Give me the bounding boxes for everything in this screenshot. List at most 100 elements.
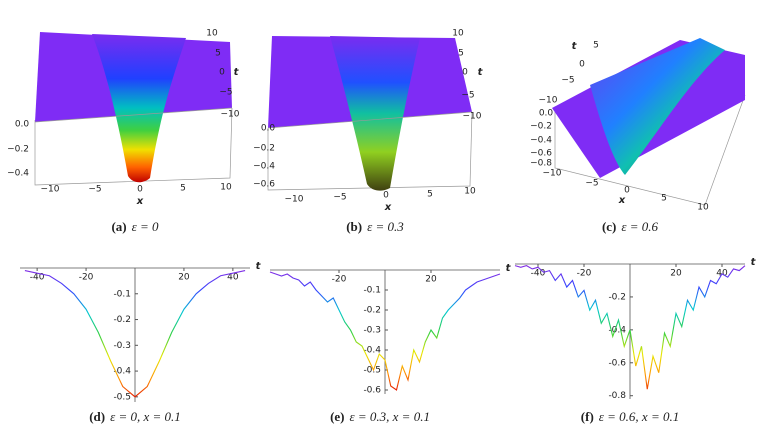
z-tick-label: −0.4 [7, 169, 29, 179]
caption-label: (c) [602, 219, 616, 234]
caption: (c) ε = 0.6 [602, 219, 659, 234]
z-tick-label: −0.8 [530, 159, 552, 169]
x-tick-label: 10 [220, 183, 232, 193]
x-tick-label: 20 [425, 275, 437, 285]
x-axis-label: t [506, 263, 512, 274]
t-tick-label: 10 [206, 29, 218, 39]
caption-label: (d) [89, 409, 105, 424]
z-tick-label: −0.2 [7, 145, 29, 155]
y-tick-label: -0.2 [113, 315, 131, 325]
z-tick-label: −0.2 [530, 122, 552, 132]
x-axis-label: x [618, 195, 626, 206]
z-tick-label: −0.4 [253, 162, 275, 172]
z-tick-label: 0.0 [539, 109, 554, 119]
surface-a [34, 32, 233, 186]
x-tick-label: 0 [624, 186, 630, 196]
z-tick-label: −0.4 [530, 136, 552, 146]
t-tick-label: −10 [221, 110, 240, 120]
t-tick-label: 5 [593, 41, 599, 51]
curve [514, 265, 746, 390]
t-axis-label: t [572, 41, 578, 52]
x-axis-label: t [256, 261, 262, 272]
caption-text: ε = 0.6 [621, 219, 658, 234]
y-tick-label: -0.6 [363, 386, 381, 396]
t-tick-label: −10 [463, 112, 482, 122]
t-tick-label: −5 [461, 91, 474, 101]
x-axis-label: x [384, 202, 392, 213]
z-tick-label: 0.0 [15, 120, 30, 130]
x-tick-label: 20 [178, 273, 190, 283]
x-tick-label: -40 [30, 273, 45, 283]
t-tick-label: 10 [452, 29, 464, 39]
caption-label: (e) [330, 409, 344, 424]
surface-c [552, 38, 746, 206]
curve [269, 271, 501, 391]
t-tick-label: 5 [458, 49, 464, 59]
x-tick-label: 5 [661, 194, 667, 204]
caption-text: ε = 0.6, x = 0.1 [599, 409, 679, 424]
t-tick-label: 0 [462, 68, 468, 78]
x-tick-label: 20 [670, 269, 682, 279]
caption-text: ε = 0.3 [367, 219, 404, 234]
t-tick-label: −5 [219, 88, 232, 98]
caption: (a) ε = 0 [111, 219, 159, 234]
x-tick-label: −10 [285, 195, 304, 205]
caption: (e) ε = 0.3, x = 0.1 [330, 409, 430, 424]
caption-label: (a) [111, 219, 126, 234]
z-tick-label: −0.6 [253, 180, 275, 190]
t-axis-label: t [234, 67, 240, 78]
y-tick-label: -0.6 [608, 358, 626, 368]
x-tick-label: −5 [585, 179, 598, 189]
y-tick-label: -0.3 [113, 341, 131, 351]
y-tick-label: -0.5 [363, 366, 381, 376]
x-tick-label: 0 [383, 191, 389, 201]
y-tick-label: -0.5 [113, 392, 131, 402]
t-tick-label: −10 [539, 96, 558, 106]
y-tick-label: -0.2 [608, 292, 626, 302]
z-tick-label: −0.2 [253, 144, 275, 154]
x-axis-label: x [136, 196, 144, 207]
t-tick-label: 5 [215, 49, 221, 59]
caption: (d) ε = 0, x = 0.1 [89, 409, 181, 424]
x-axis-label: t [751, 257, 757, 268]
y-tick-label: -0.2 [363, 306, 381, 316]
y-tick-label: -0.4 [113, 367, 131, 377]
caption-text: ε = 0, x = 0.1 [110, 409, 181, 424]
x-tick-label: 5 [427, 190, 433, 200]
t-tick-label: 0 [219, 68, 225, 78]
x-tick-label: -40 [531, 269, 546, 279]
y-tick-label: -0.1 [113, 289, 131, 299]
caption: (b) ε = 0.3 [346, 219, 404, 234]
caption-text: ε = 0 [132, 219, 159, 234]
y-tick-label: -0.8 [608, 391, 626, 401]
t-axis-label: t [478, 67, 484, 78]
line-charts: -40 -20 20 40 -0.1 -0.2 -0.3 -0.4 -0.5 t (d) ε = 0,… [20, 257, 757, 424]
caption-label: (f) [581, 409, 594, 424]
y-tick-label: -0.3 [363, 326, 381, 336]
x-tick-label: 5 [180, 184, 186, 194]
x-tick-label: 0 [137, 185, 143, 195]
caption-label: (b) [346, 219, 362, 234]
x-tick-label: -20 [79, 273, 94, 283]
x-tick-label: -20 [577, 269, 592, 279]
caption-text: ε = 0.3, x = 0.1 [350, 409, 430, 424]
x-tick-label: -20 [332, 275, 347, 285]
caption: (f) ε = 0.6, x = 0.1 [581, 409, 679, 424]
x-tick-label: 40 [227, 273, 239, 283]
z-tick-label: 0.0 [261, 124, 276, 134]
y-tick-label: -0.1 [363, 286, 381, 296]
x-tick-label: 10 [697, 203, 709, 213]
y-tick-label: -0.4 [363, 346, 381, 356]
x-tick-label: −10 [543, 169, 562, 179]
x-tick-label: −5 [333, 193, 346, 203]
x-tick-label: −5 [88, 185, 101, 195]
surface-b [267, 36, 473, 191]
curve [24, 270, 246, 398]
t-tick-label: −5 [561, 76, 574, 86]
t-tick-label: 0 [579, 60, 585, 70]
x-tick-label: −10 [41, 185, 60, 195]
z-tick-label: −0.6 [530, 149, 552, 159]
y-tick-label: -0.4 [608, 325, 626, 335]
